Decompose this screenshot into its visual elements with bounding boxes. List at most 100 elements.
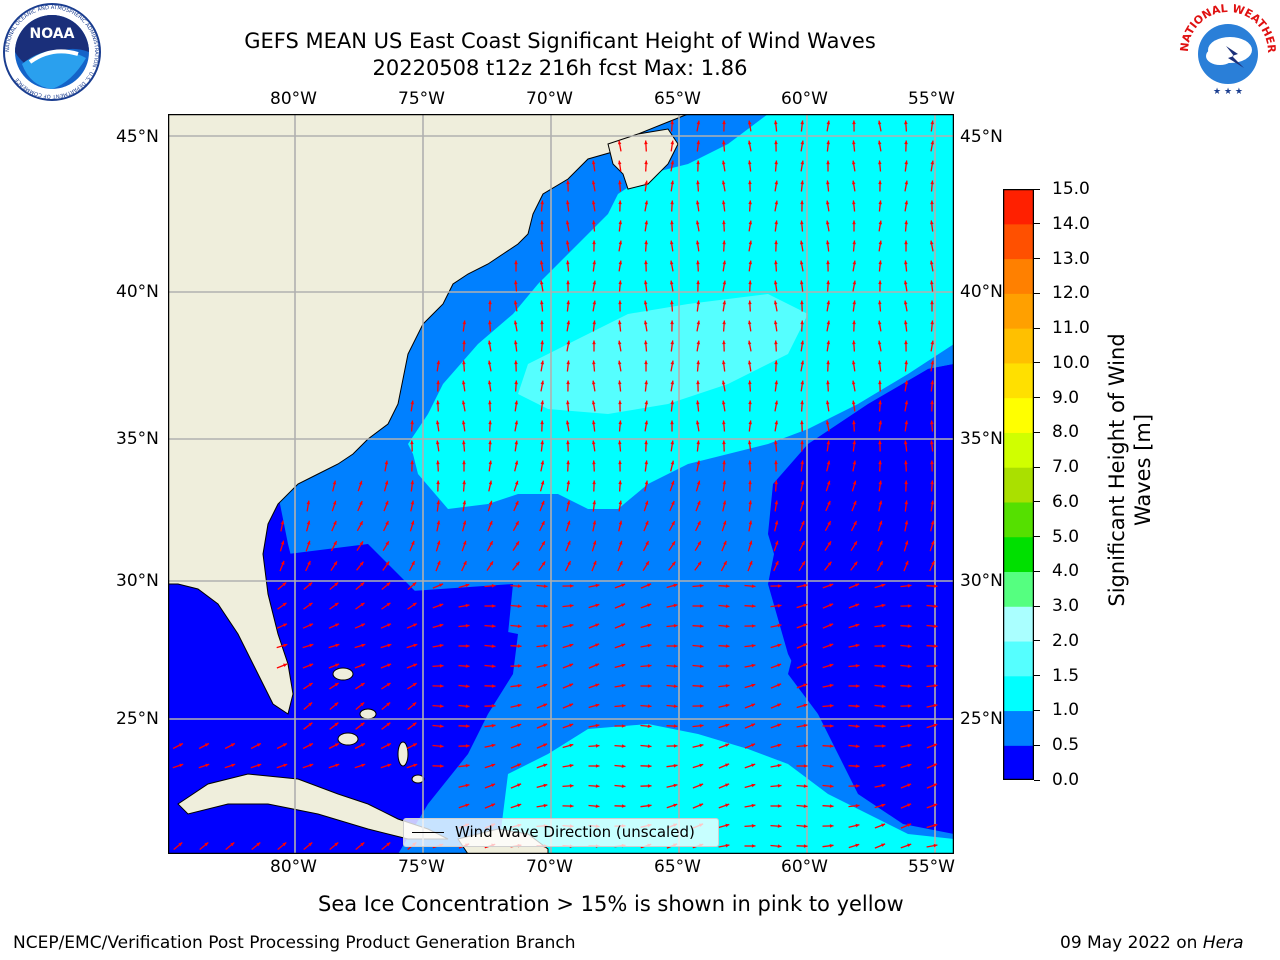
wave-direction-arrowhead (387, 663, 392, 667)
wave-direction-arrowhead (696, 180, 700, 185)
wave-direction-arrowhead (877, 140, 882, 145)
colorbar-tick-mark (1034, 640, 1040, 642)
wave-direction-arrowhead (280, 540, 285, 545)
wave-direction-arrowhead (747, 340, 752, 345)
wave-direction-arrowhead (540, 340, 544, 345)
wave-direction-arrowhead (386, 602, 391, 607)
wave-direction-arrowhead (801, 561, 805, 566)
wave-direction-arrowhead (878, 280, 882, 285)
wave-direction-arrowhead (410, 480, 415, 485)
wave-direction-arrowhead (930, 200, 934, 205)
colorbar-tick-mark (1034, 188, 1040, 190)
wave-direction-arrowhead (907, 743, 912, 748)
wave-direction-arrowhead (723, 561, 727, 566)
wave-direction-arrowhead (360, 602, 365, 607)
wave-direction-arrowhead (696, 480, 701, 485)
wave-direction-arrowhead (591, 400, 596, 405)
wave-direction-arrowhead (413, 663, 418, 667)
wave-direction-arrowhead (439, 643, 444, 648)
wave-direction-arrowhead (592, 340, 596, 345)
wave-direction-arrowhead (334, 702, 339, 707)
wave-direction-arrowhead (855, 583, 860, 587)
wave-direction-arrowhead (670, 460, 675, 465)
wave-direction-arrowhead (826, 340, 831, 345)
wave-direction-arrowhead (881, 823, 886, 827)
wave-direction-arrowhead (774, 180, 779, 185)
wave-direction-arrowhead (489, 520, 493, 525)
wave-direction-arrowhead (489, 541, 493, 546)
wave-direction-arrowhead (800, 180, 804, 185)
wave-direction-arrowhead (777, 643, 782, 648)
colorbar-swatch (1003, 606, 1034, 642)
wave-direction-arrowhead (800, 300, 804, 305)
wave-direction-arrowhead (283, 763, 288, 768)
wave-direction-arrowhead (462, 520, 467, 525)
colorbar-tick-label: 7.0 (1052, 457, 1080, 478)
colorbar-swatch (1003, 223, 1034, 260)
wave-direction-arrowhead (566, 440, 570, 445)
wave-direction-arrowhead (748, 220, 753, 225)
wave-direction-arrowhead (803, 683, 808, 687)
wave-direction-arrowhead (621, 663, 626, 668)
wave-direction-arrowhead (774, 260, 778, 265)
colorbar-tick-mark (1034, 605, 1040, 607)
colorbar-swatch (1003, 397, 1034, 433)
colorbar-tick-label: 0.0 (1052, 770, 1080, 790)
wave-direction-arrowhead (803, 784, 808, 788)
wave-direction-arrowhead (412, 602, 417, 607)
wave-direction-arrowhead (699, 604, 704, 608)
wave-direction-arrowhead (514, 380, 518, 385)
wave-direction-arrowhead (748, 180, 752, 185)
wave-direction-arrowhead (725, 604, 730, 608)
wave-direction-arrowhead (722, 460, 726, 465)
wave-direction-arrowhead (307, 561, 311, 565)
wave-direction-arrowhead (904, 540, 909, 545)
wave-direction-arrowhead (283, 663, 288, 667)
wave-direction-arrowhead (543, 624, 548, 628)
wave-direction-arrowhead (673, 624, 678, 628)
wave-direction-arrowhead (799, 260, 804, 265)
wave-direction-arrowhead (670, 220, 674, 225)
wave-direction-arrowhead (567, 540, 571, 545)
wave-direction-arrowhead (751, 663, 756, 668)
wave-direction-arrowhead (697, 541, 701, 546)
wave-direction-arrowhead (748, 200, 752, 205)
wave-direction-arrowhead (774, 160, 778, 165)
wave-direction-arrowhead (852, 220, 856, 225)
wave-direction-arrowhead (904, 500, 908, 505)
wave-direction-arrowhead (412, 743, 417, 747)
wave-direction-arrowhead (517, 644, 522, 648)
wave-direction-arrowhead (930, 140, 935, 145)
wave-direction-arrowhead (670, 160, 675, 165)
wave-direction-arrowhead (515, 541, 519, 546)
wave-direction-arrowhead (933, 684, 938, 688)
wave-direction-arrowhead (747, 360, 752, 365)
wave-direction-arrowhead (411, 561, 415, 566)
wave-direction-arrowhead (386, 683, 391, 687)
wave-direction-arrowhead (826, 440, 831, 445)
wave-direction-arrowhead (592, 520, 597, 525)
wave-direction-arrowhead (826, 160, 830, 165)
land-bahamas-island (359, 708, 377, 720)
wave-direction-arrowhead (696, 460, 701, 465)
wave-direction-arrowhead (904, 320, 908, 325)
wave-direction-arrowhead (618, 300, 622, 305)
colorbar-swatch (1003, 328, 1034, 364)
wave-direction-arrowhead (309, 643, 314, 648)
wave-direction-arrowhead (384, 480, 389, 485)
wave-direction-arrowhead (699, 763, 704, 768)
wave-direction-arrowhead (385, 500, 389, 505)
lon-label-bottom-70w: 70°W (526, 857, 573, 877)
wave-direction-arrowhead (851, 160, 856, 165)
wave-direction-arrowhead (491, 763, 496, 768)
wave-direction-arrowhead (592, 220, 596, 225)
wave-direction-arrowhead (670, 440, 675, 445)
wave-direction-arrowhead (360, 582, 365, 587)
wave-direction-arrowhead (800, 420, 804, 425)
wave-direction-arrowhead (933, 783, 938, 787)
land-bahamas-island (337, 732, 359, 746)
wave-direction-arrowhead (671, 561, 676, 566)
wave-direction-arrowhead (930, 340, 935, 345)
wave-direction-arrowhead (930, 400, 934, 405)
colorbar-tick-label: 13.0 (1052, 248, 1090, 269)
